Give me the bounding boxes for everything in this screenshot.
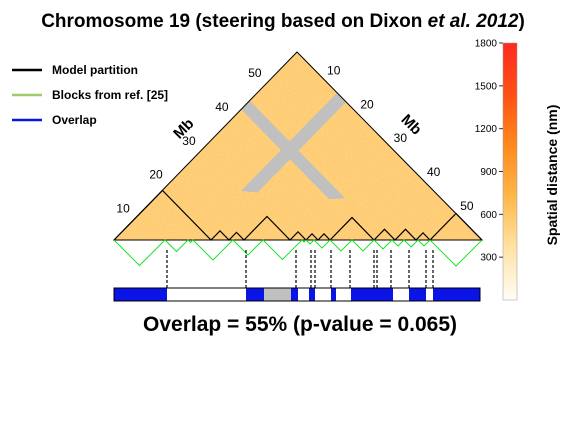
colorbar-tick-label: 1500 <box>475 81 498 92</box>
colorbar-tick-label: 300 <box>480 253 497 264</box>
overlap-result: Overlap = 55% (p-value = 0.065) <box>143 313 457 336</box>
masked-band-left <box>241 92 347 193</box>
overlap-segment <box>393 288 409 301</box>
right-axis-ticks: 10 20 30 40 50 <box>327 63 474 212</box>
right-tick-label: 10 <box>327 63 341 77</box>
model-partition-domains <box>113 189 483 241</box>
overlap-segment <box>409 288 426 301</box>
boundary-lines <box>166 250 434 288</box>
overlap-segment <box>298 288 309 301</box>
overlap-segment <box>291 288 298 301</box>
overlap-segment <box>264 288 291 301</box>
right-tick-label: 30 <box>394 131 408 145</box>
left-axis-ticks: 10 20 30 40 50 <box>116 66 261 215</box>
colorbar-label: Spatial distance (nm) <box>544 105 560 246</box>
legend-label-overlap: Overlap <box>52 113 97 127</box>
overlap-segment <box>114 288 167 301</box>
left-tick-label: 20 <box>149 168 163 182</box>
left-tick-label: 40 <box>215 100 229 114</box>
chart-title: Chromosome 19 (steering based on Dixon e… <box>41 11 525 32</box>
overlap-bar <box>113 287 481 302</box>
overlap-segment <box>426 288 433 301</box>
colorbar-tick-label: 600 <box>480 210 497 221</box>
overlap-segment <box>309 288 315 301</box>
overlap-segment <box>167 288 246 301</box>
colorbar-tick-label: 1800 <box>475 39 498 50</box>
overlap-segment <box>336 288 351 301</box>
overlap-segment <box>315 288 331 301</box>
masked-bands <box>241 92 347 200</box>
legend: Model partition Blocks from ref. [25] Ov… <box>12 63 168 127</box>
left-tick-label: 10 <box>116 202 130 216</box>
overlap-segment <box>433 288 480 301</box>
right-tick-label: 20 <box>360 97 374 111</box>
colorbar-tick-label: 1200 <box>475 124 498 135</box>
overlap-bar-outline <box>113 287 481 302</box>
overlap-segment <box>246 288 264 301</box>
right-tick-label: 40 <box>427 165 441 179</box>
heatmap-triangle <box>112 51 484 241</box>
left-tick-label: 50 <box>248 66 262 80</box>
masked-band-right <box>241 101 345 200</box>
overlap-segment <box>375 288 393 301</box>
overlap-segment <box>351 288 375 301</box>
colorbar: 300 600 900 1200 1500 1800 Spatial distance (… <box>475 39 560 301</box>
legend-label-model: Model partition <box>52 63 138 77</box>
colorbar-scale <box>502 42 518 301</box>
colorbar-tick-label: 900 <box>480 167 497 178</box>
heatmap-outline <box>112 51 484 241</box>
colorbar-ticks: 300 600 900 1200 1500 1800 <box>475 39 503 264</box>
legend-label-blocks: Blocks from ref. [25] <box>52 88 168 102</box>
right-tick-label: 50 <box>460 199 474 213</box>
overlap-segment <box>331 288 336 301</box>
left-tick-label: 30 <box>182 134 196 148</box>
reference-blocks <box>113 239 483 267</box>
